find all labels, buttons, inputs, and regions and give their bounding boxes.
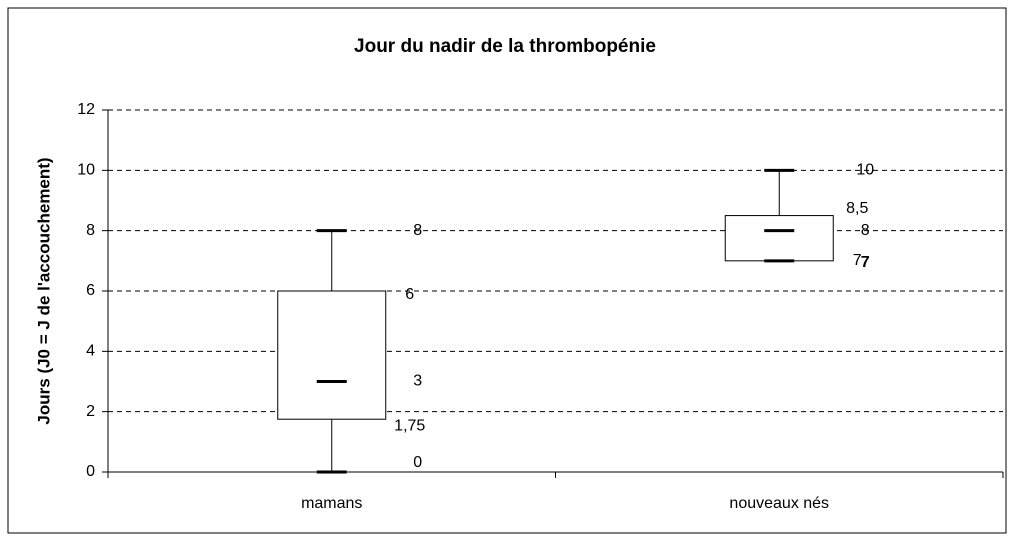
chart-border: [7, 7, 1007, 534]
data-label: 7: [853, 252, 862, 269]
x-tick-label: nouveaux nés: [729, 495, 829, 512]
data-label: 8: [413, 222, 422, 239]
x-tick-label: mamans: [301, 495, 362, 512]
y-tick-label: 8: [86, 222, 95, 239]
y-tick-label: 6: [86, 282, 95, 299]
y-tick-label: 4: [86, 343, 95, 360]
data-label: 3: [413, 373, 422, 390]
data-label: 10: [856, 162, 874, 179]
data-label: 8: [861, 222, 870, 239]
y-tick-label: 12: [77, 101, 95, 118]
box: [277, 290, 387, 420]
y-axis-label: Jours (J0 = J de l'accouchement): [34, 157, 53, 424]
y-tick-label: 0: [86, 463, 95, 480]
y-tick-label: 2: [86, 403, 95, 420]
data-label: 1,75: [394, 417, 425, 434]
chart-title: Jour du nadir de la thrombopénie: [354, 36, 656, 57]
data-label: 6: [405, 286, 414, 303]
data-label: 8,5: [846, 200, 868, 217]
data-label: 0: [413, 454, 422, 471]
data-label: 7: [861, 254, 870, 271]
box: [724, 215, 834, 262]
y-tick-label: 10: [77, 162, 95, 179]
